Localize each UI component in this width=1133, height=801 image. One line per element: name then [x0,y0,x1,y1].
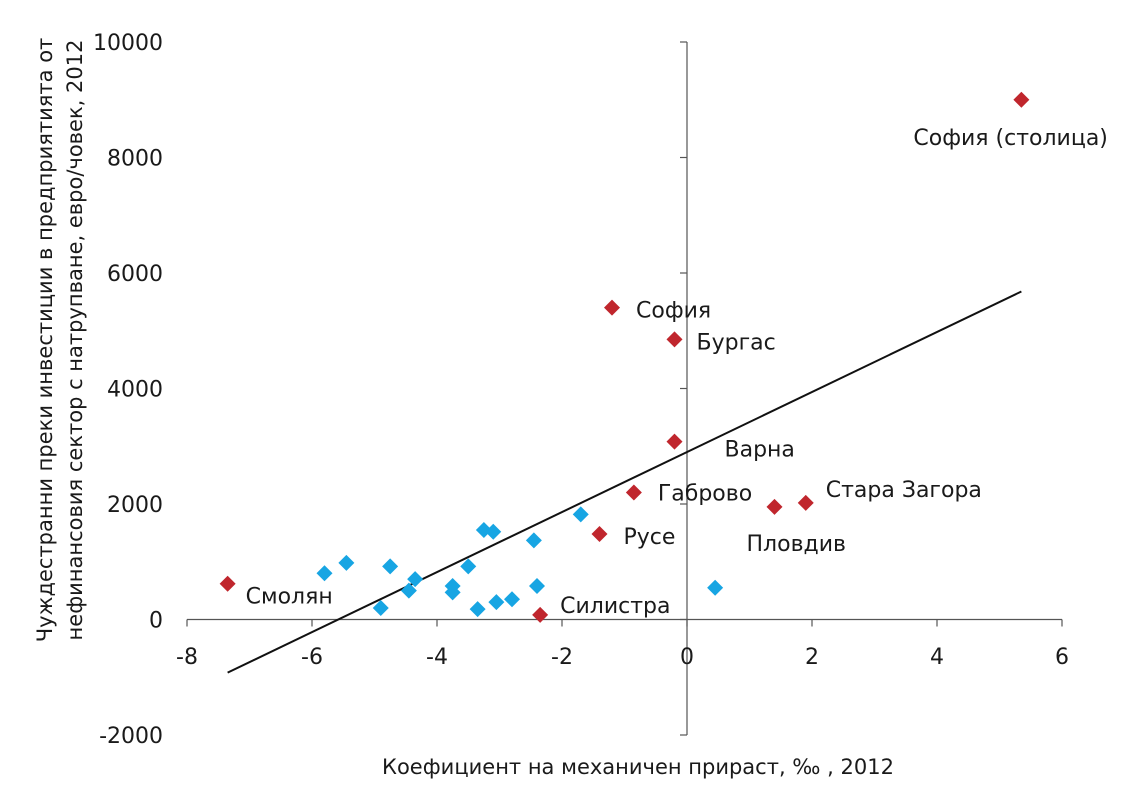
point-label: Пловдив [747,532,847,557]
data-point-labeled [1013,91,1030,108]
data-point-other [469,601,486,618]
y-tick-label: 6000 [107,262,163,287]
point-label: Силистра [560,594,670,619]
data-point-labeled [219,575,236,592]
x-tick-label: -2 [551,645,573,670]
point-label: София (столица) [913,126,1108,151]
points-layer [219,91,1030,623]
data-point-labeled [625,484,642,501]
x-tick-label: -8 [176,645,198,670]
data-point-labeled [766,498,783,515]
data-point-labeled [591,526,608,543]
point-labels-layer: София (столица) София Бургас Варна Габрово Ст… [246,126,1108,619]
data-point-other [407,571,424,588]
y-tick-label: 4000 [107,378,163,403]
data-point-other [444,584,461,601]
x-tick-label: -6 [301,645,323,670]
data-point-other [525,532,542,549]
y-tick-label: 2000 [107,493,163,518]
point-label: Габрово [658,481,752,506]
data-point-labeled [797,494,814,511]
data-point-other [400,582,417,599]
data-point-other [485,523,502,540]
data-point-other [372,599,389,616]
x-tick-label: 2 [805,645,819,670]
data-point-other [572,506,589,523]
point-label: Варна [725,438,795,463]
y-tick-label: 10000 [93,31,163,56]
point-label: Смолян [246,585,333,610]
data-point-labeled [666,331,683,348]
data-point-other [460,558,477,575]
data-point-other [338,554,355,571]
data-point-other [488,594,505,611]
data-point-labeled [604,299,620,316]
data-point-other [504,591,520,608]
trend-line [227,290,1022,674]
x-tick-label: 0 [680,645,694,670]
axes: -8 -6 -4 -2 0 2 4 6 -2000 0 2000 4000 6000 8000 10000 [93,31,1069,749]
data-point-labeled [666,433,683,450]
point-label: Бургас [697,330,776,355]
y-tick-label: -2000 [99,724,163,749]
x-tick-label: 6 [1055,645,1069,670]
data-point-labeled [532,606,549,623]
y-tick-label: 0 [149,609,163,634]
x-tick-label: -4 [426,645,448,670]
y-axis-title-line2: нефинансовия сектор с натрупване, евро/ч… [63,40,87,641]
x-axis-title: Коефициент на механичен прираст, ‰ , 201… [382,755,894,779]
data-point-other [707,579,724,596]
y-axis-title-line1: Чуждестранни преки инвестиции в предприя… [33,38,57,643]
point-label: Стара Загора [826,478,982,503]
trendline-layer [227,290,1022,674]
data-point-other [316,565,333,582]
y-tick-label: 8000 [107,147,163,172]
point-label: Русе [624,525,676,550]
data-point-other [382,558,399,575]
x-tick-label: 4 [930,645,944,670]
data-point-other [529,578,545,595]
point-label: София [636,299,711,324]
